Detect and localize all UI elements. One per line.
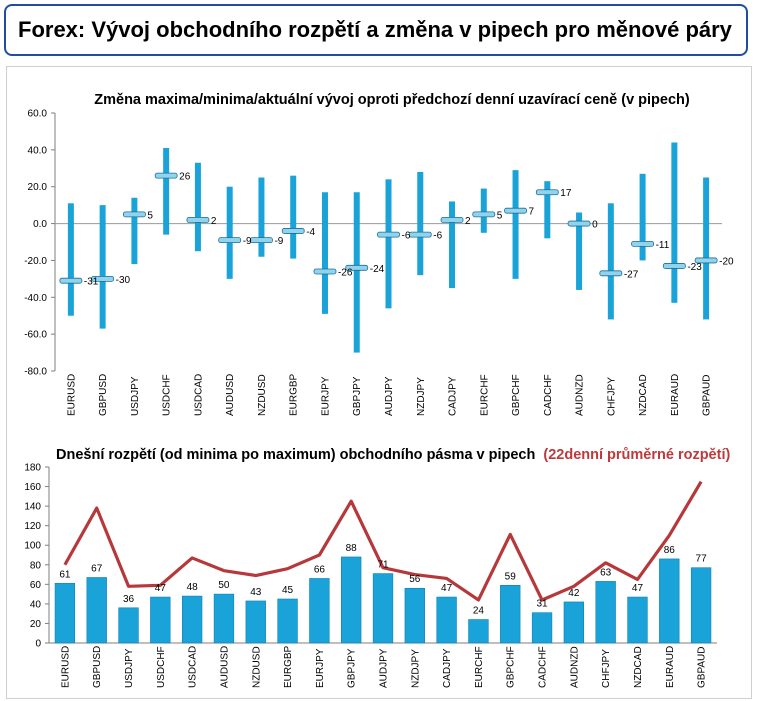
range-bar [163,148,170,235]
range-chart: Změna maxima/minima/aktuální vývoj oprot… [24,92,734,417]
range-y-tick-label: 60.0 [28,109,48,120]
current-marker [631,240,654,247]
current-value-label: 5 [497,210,503,221]
current-value-label: 5 [147,210,153,221]
header-box: Forex: Vývoj obchodního rozpětí a změna … [4,4,748,56]
range-x-label: USDJPY [130,376,141,416]
range-bar [639,173,646,261]
range-x-label: CADJPY [448,376,459,416]
current-value-label: -9 [243,236,252,247]
range-x-label: AUDNZD [575,374,586,416]
range-x-label: GBPUSD [98,374,109,416]
range-y-tick-label: -40.0 [24,293,47,304]
range-x-label: NZDCAD [638,374,649,416]
range-y-tick-label: 40.0 [28,145,48,156]
current-marker [408,231,432,238]
range-bar [512,170,519,279]
current-value-label: -6 [433,231,442,242]
range-x-label: EURGBP [289,373,300,416]
range-x-label: AUDUSD [225,374,236,416]
range-x-label: GBPJPY [352,376,363,416]
range-bar [194,162,201,252]
range-x-label: USDCHF [162,374,173,416]
range-x-label: AUDJPY [384,376,395,416]
range-y-tick-label: 0.0 [33,219,47,230]
range-x-label: CADCHF [543,374,554,416]
current-value-label: -6 [402,231,411,242]
range-x-label: CHFJPY [606,377,617,416]
range-bar [544,181,551,239]
range-bar [449,201,456,289]
range-y-tick-label: 20.0 [28,182,48,193]
page-title: Forex: Vývoj obchodního rozpětí a změna … [18,17,732,42]
range-x-label: NZDUSD [257,374,268,416]
current-marker [694,257,718,264]
current-value-label: -23 [687,262,702,273]
current-value-label: 2 [465,216,471,227]
range-x-label: NZDJPY [416,377,427,416]
current-marker [186,216,210,223]
current-value-label: -20 [719,256,734,267]
current-value-label: -31 [84,277,99,288]
current-marker [218,237,242,244]
current-marker [535,189,559,196]
range-bar [703,177,710,320]
range-x-label: GBPAUD [702,375,713,417]
range-bar [671,142,678,303]
current-marker [313,268,337,275]
range-bar [321,192,328,314]
current-marker [281,228,305,234]
range-bar [353,192,360,353]
current-value-label: 0 [592,220,598,231]
current-marker [504,207,527,214]
current-value-label: -24 [370,264,385,275]
range-bar [258,177,265,257]
current-marker [59,277,83,284]
current-marker [440,216,464,223]
current-marker [154,172,178,179]
current-value-label: -30 [116,275,131,286]
current-value-label: -11 [656,240,670,251]
range-x-label: EURAUD [670,374,681,416]
current-value-label: 17 [560,188,572,199]
range-bar [99,205,106,329]
range-x-label: EURJPY [320,376,331,416]
range-y-tick-label: -80.0 [24,367,47,378]
range-bar [417,171,424,276]
current-value-label: -26 [338,267,353,278]
range-bar [576,212,583,290]
current-value-label: -4 [306,227,315,238]
range-x-label: EURUSD [66,374,77,416]
range-x-label: USDCAD [193,374,204,416]
current-marker [91,275,115,282]
current-value-label: -27 [624,269,639,280]
range-bar [480,188,487,233]
current-value-label: 26 [179,172,191,183]
current-marker [567,220,591,227]
current-marker [662,263,686,269]
current-marker [123,211,146,218]
current-value-label: 2 [211,216,217,227]
current-value-label: 7 [529,207,535,218]
current-marker [377,231,400,238]
current-value-label: -9 [274,236,283,247]
current-marker [599,270,623,277]
range-x-label: GBPCHF [511,374,522,416]
current-marker [472,211,496,218]
range-bar [290,175,297,259]
range-bar [607,203,614,320]
current-marker [250,237,273,244]
range-y-tick-label: -20.0 [24,256,47,267]
range-x-label: EURCHF [479,374,490,416]
current-marker [345,264,369,271]
range-bar [385,179,392,309]
range-bar [67,203,74,316]
range-bar [226,186,233,279]
range-y-tick-label: -60.0 [24,330,47,341]
range-chart-title: Změna maxima/minima/aktuální vývoj oprot… [94,92,690,108]
range-bar [131,197,138,265]
